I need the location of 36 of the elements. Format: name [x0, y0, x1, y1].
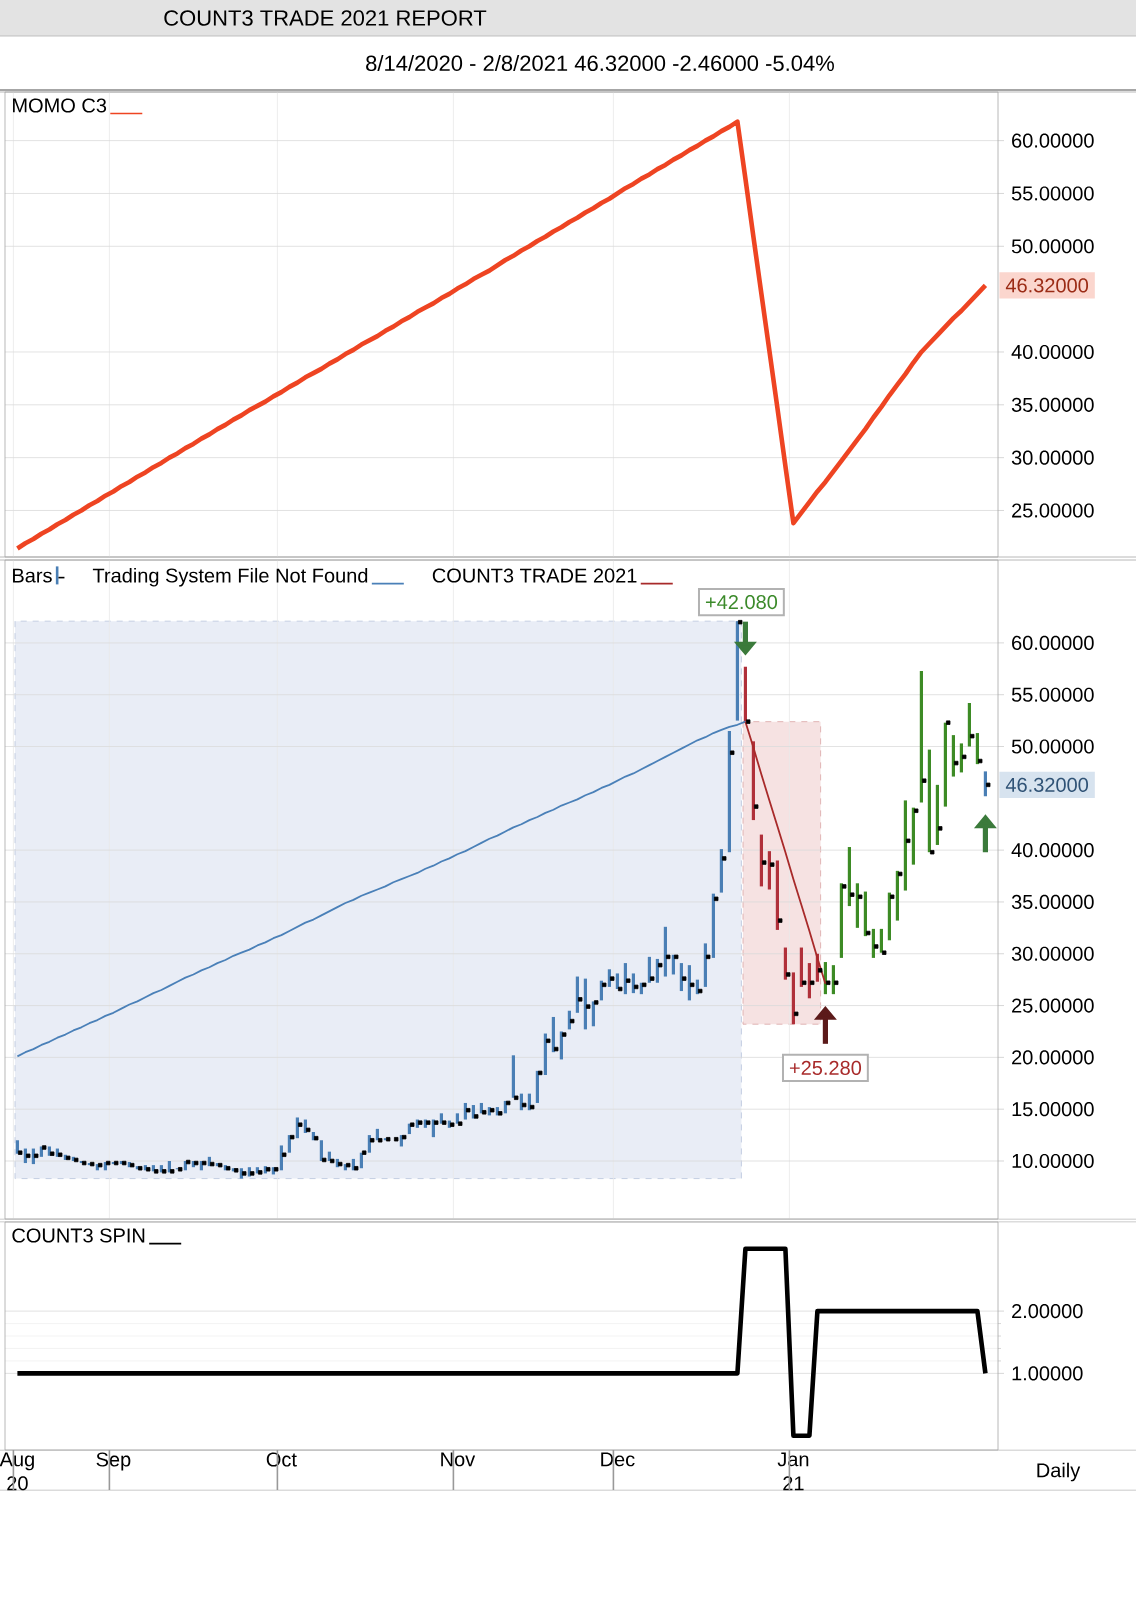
y-tick-label: 50.00000 — [1011, 239, 1094, 254]
y-tick-label: 1.00000 — [1012, 1366, 1083, 1381]
legend-label: COUNT3 TRADE 2021 — [432, 568, 637, 583]
y-tick-label: 2.00000 — [1012, 1304, 1083, 1319]
y-tick-label: 20.00000 — [1012, 1050, 1094, 1065]
y-tick-label: 35.00000 — [1011, 397, 1094, 412]
legend-label: COUNT3 SPIN — [12, 1228, 145, 1243]
y-tick-label: 10.00000 — [1012, 1153, 1094, 1169]
annotation: +25.280 — [789, 1060, 862, 1075]
x-tick-label: Oct — [266, 1452, 297, 1467]
legend-label: Bars — [13, 568, 52, 583]
annotation: +42.080 — [705, 595, 778, 610]
y-tick-label: 30.00000 — [1011, 946, 1094, 961]
text: 46.32000 — [1005, 777, 1089, 792]
legend-label: Trading System File Not Found — [92, 567, 368, 587]
text: Daily — [1037, 1462, 1081, 1482]
text: 46.32000 — [1005, 278, 1089, 293]
legend-label: MOMO C3 — [13, 98, 107, 113]
y-tick-label: 60.00000 — [1012, 635, 1094, 650]
x-tick-label: Sep — [96, 1452, 131, 1471]
y-tick-label: 15.00000 — [1012, 1102, 1094, 1117]
y-tick-label: 50.00000 — [1011, 739, 1094, 754]
y-tick-label: 55.00000 — [1011, 687, 1094, 702]
y-tick-label: 25.00000 — [1012, 503, 1094, 518]
y-tick-label: 55.00000 — [1011, 186, 1094, 201]
y-tick-label: 40.00000 — [1011, 843, 1094, 858]
x-tick-label: Aug 20 — [0, 1452, 34, 1491]
y-tick-label: 35.00000 — [1011, 894, 1094, 910]
y-tick-label: 60.00000 — [1012, 133, 1094, 148]
y-tick-label: 25.00000 — [1012, 998, 1094, 1013]
chart-title: COUNT3 TRADE 2021 REPORT — [164, 10, 487, 26]
chart-subtitle: 8/14/2020 - 2/8/2021 46.32000 -2.46000 -5.04% — [366, 54, 834, 72]
x-tick-label: Nov — [441, 1452, 476, 1467]
x-tick-label: Dec — [601, 1452, 635, 1467]
y-tick-label: 40.00000 — [1011, 344, 1094, 360]
y-tick-label: 30.00000 — [1011, 450, 1094, 465]
